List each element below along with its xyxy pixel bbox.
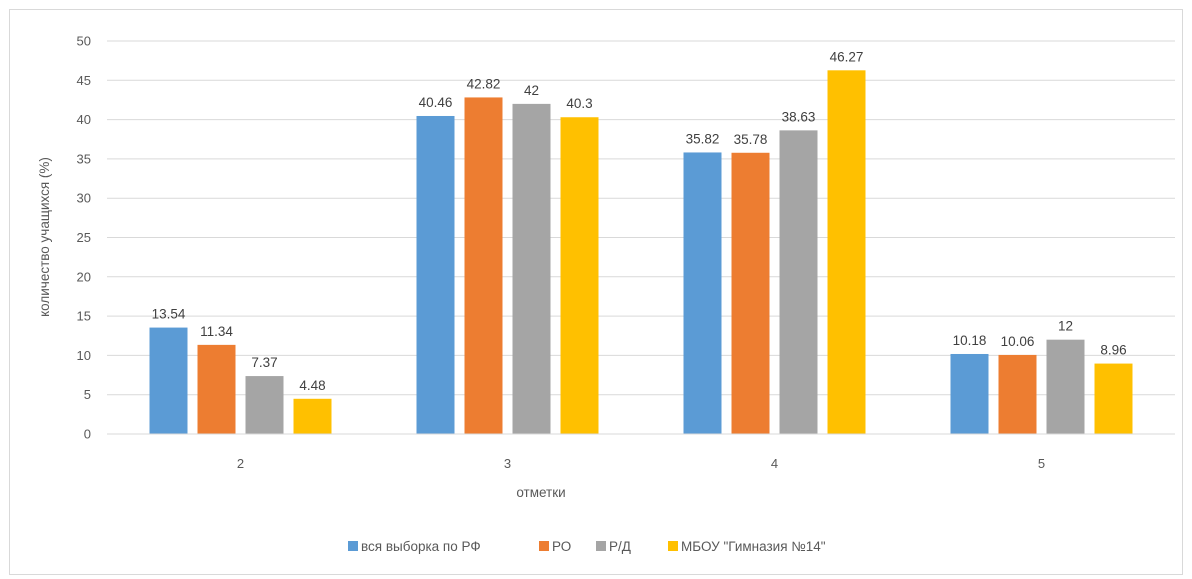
y-tick-label: 30: [77, 191, 91, 206]
data-label: 7.37: [251, 355, 277, 370]
bar: [1046, 339, 1085, 434]
bar: [1094, 363, 1133, 434]
bar: [149, 327, 188, 434]
bar: [512, 103, 551, 434]
y-tick-label: 5: [84, 387, 91, 402]
x-axis-title: отметки: [516, 485, 565, 500]
bar: [779, 130, 818, 434]
bar: [683, 152, 722, 434]
data-label: 40.3: [566, 96, 592, 111]
y-axis-title: количество учащихся (%): [37, 157, 52, 317]
data-label: 38.63: [782, 109, 816, 124]
bar: [245, 376, 284, 434]
legend-swatch: [348, 541, 358, 551]
bar: [464, 97, 503, 434]
y-tick-label: 0: [84, 427, 91, 442]
data-label: 42: [524, 83, 539, 98]
y-tick-label: 35: [77, 151, 91, 166]
data-label: 35.78: [734, 132, 768, 147]
y-tick-label: 45: [77, 73, 91, 88]
bar: [416, 115, 455, 434]
x-tick-label: 3: [504, 456, 511, 471]
legend-swatch: [539, 541, 549, 551]
bar: [197, 344, 236, 434]
data-labels: 13.54 11.34 7.37 4.48 40.46 42.82 42 40.3 35.82 3…: [152, 49, 1127, 392]
bar: [560, 117, 599, 434]
legend-label: РО: [552, 539, 571, 554]
y-tick-label: 40: [77, 112, 91, 127]
data-label: 4.48: [299, 378, 325, 393]
data-label: 35.82: [686, 131, 720, 146]
y-tick-label: 50: [77, 34, 91, 49]
data-label: 40.46: [419, 95, 453, 110]
legend-label: Р/Д: [609, 539, 631, 554]
y-tick-label: 10: [77, 348, 91, 363]
x-axis-ticks: 2 3 4 5: [237, 456, 1045, 471]
data-label: 13.54: [152, 307, 186, 322]
data-label: 10.18: [953, 333, 987, 348]
y-tick-label: 25: [77, 230, 91, 245]
data-label: 10.06: [1001, 334, 1035, 349]
bar: [998, 354, 1037, 434]
data-label: 42.82: [467, 76, 501, 91]
x-tick-label: 4: [771, 456, 778, 471]
bars: [107, 70, 1175, 435]
x-tick-label: 2: [237, 456, 244, 471]
x-tick-label: 5: [1038, 456, 1045, 471]
bar: [293, 398, 332, 434]
data-label: 8.96: [1100, 343, 1126, 358]
data-label: 12: [1058, 319, 1073, 334]
legend-swatch: [596, 541, 606, 551]
legend: вся выборка по РФ РО Р/Д МБОУ "Гимназия №14…: [348, 539, 826, 554]
bar: [950, 353, 989, 434]
y-tick-label: 20: [77, 269, 91, 284]
bar: [731, 152, 770, 434]
bar: [827, 70, 866, 434]
legend-label: МБОУ "Гимназия №14": [681, 539, 826, 554]
data-label: 46.27: [830, 49, 864, 64]
y-axis-ticks: 0 5 10 15 20 25 30 35 40 45 50: [77, 34, 91, 442]
legend-swatch: [668, 541, 678, 551]
data-label: 11.34: [200, 324, 233, 339]
y-tick-label: 15: [77, 309, 91, 324]
legend-label: вся выборка по РФ: [361, 539, 481, 554]
